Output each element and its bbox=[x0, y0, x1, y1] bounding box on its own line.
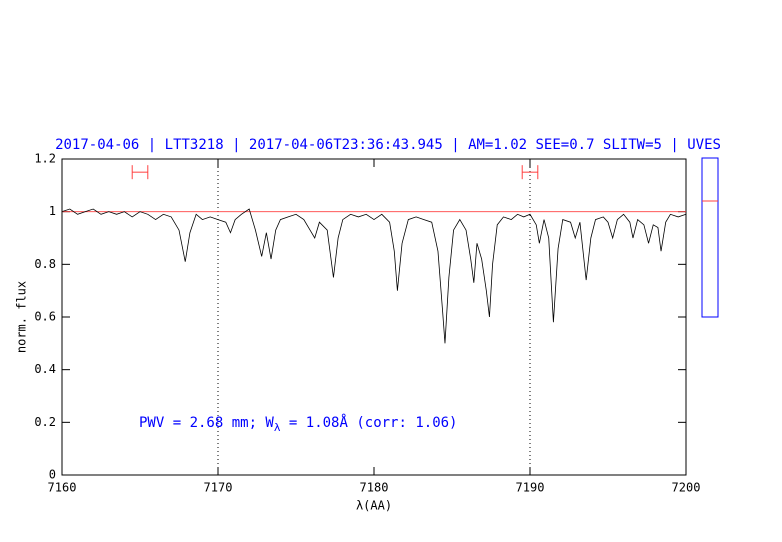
side-panel bbox=[701, 157, 719, 318]
spectrum-line bbox=[61, 208, 687, 344]
annotation: PWV = 2.68 mm; Wλ = 1.08Å (corr: 1.06) bbox=[139, 414, 458, 434]
x-tick-label: 7170 bbox=[204, 481, 233, 495]
y-tick-label: 1.2 bbox=[34, 152, 56, 166]
y-tick-label: 0.4 bbox=[34, 362, 56, 376]
x-tick-label: 7180 bbox=[360, 481, 389, 495]
y-tick-label: 0 bbox=[49, 468, 56, 482]
y-axis-label: norm. flux bbox=[15, 281, 29, 353]
annotation-text: = 1.08Å (corr: 1.06) bbox=[280, 414, 457, 431]
y-tick-label: 1 bbox=[49, 204, 56, 218]
x-axis-label: λ(AA) bbox=[356, 499, 392, 513]
annotation-subscript: λ bbox=[274, 421, 281, 434]
x-tick-label: 7160 bbox=[48, 481, 77, 495]
x-tick-label: 7190 bbox=[516, 481, 545, 495]
y-tick-label: 0.6 bbox=[34, 310, 56, 324]
annotation-text: PWV = 2.68 mm; W bbox=[139, 415, 274, 431]
y-tick-label: 0.8 bbox=[34, 257, 56, 271]
chart-title: 2017-04-06 | LTT3218 | 2017-04-06T23:36:… bbox=[55, 137, 721, 153]
x-tick-label: 7200 bbox=[672, 481, 701, 495]
y-tick-label: 0.2 bbox=[34, 415, 56, 429]
